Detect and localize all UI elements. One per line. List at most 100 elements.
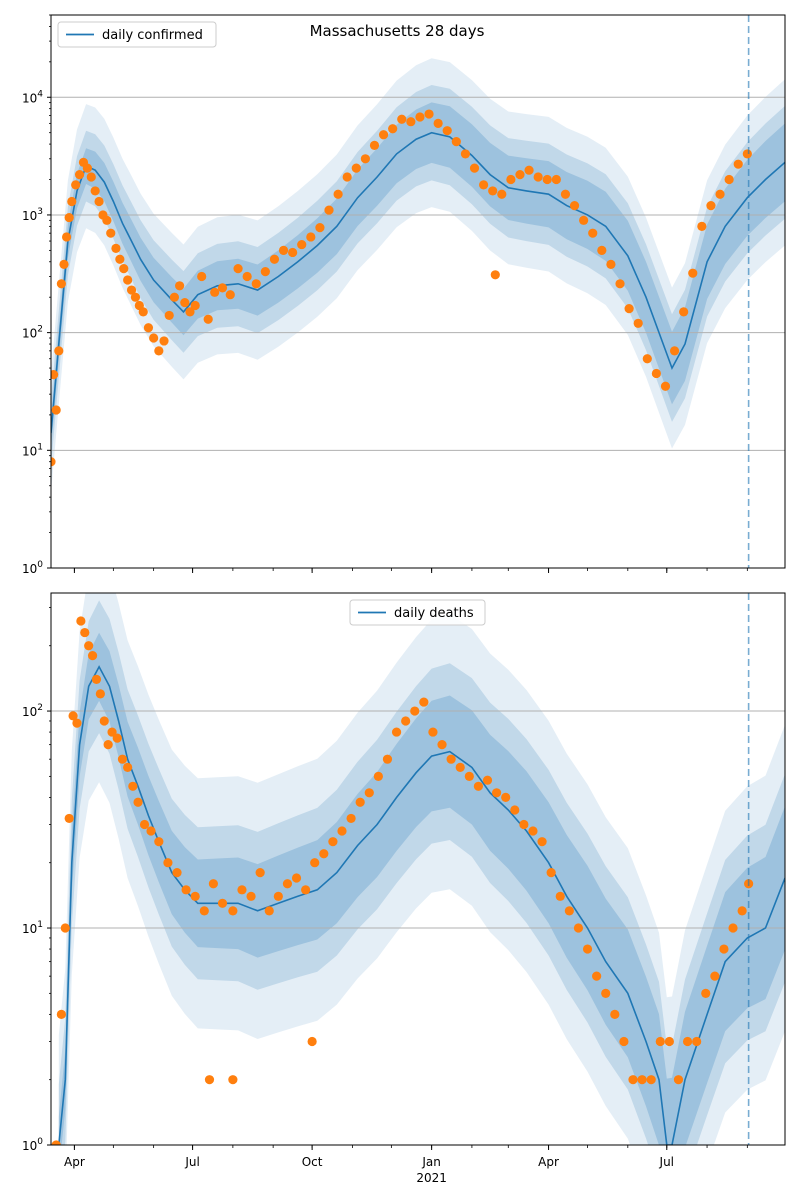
uncertainty-band-2 <box>58 632 785 1145</box>
data-point <box>76 616 86 626</box>
data-point <box>501 792 511 802</box>
data-point <box>86 172 96 182</box>
data-point <box>123 275 133 285</box>
data-point <box>71 180 81 190</box>
data-point <box>360 154 370 164</box>
data-point <box>112 733 122 743</box>
legend: daily deaths <box>349 599 486 626</box>
data-point <box>199 906 209 916</box>
data-point <box>169 292 180 302</box>
data-point <box>564 906 574 916</box>
data-point <box>446 754 456 764</box>
data-point <box>606 259 616 269</box>
data-point <box>175 281 185 291</box>
data-point <box>560 189 571 199</box>
data-point <box>551 174 561 185</box>
y-tick-label: 100 <box>22 560 43 576</box>
data-point <box>133 797 143 807</box>
data-point <box>64 212 74 223</box>
data-point <box>301 885 311 895</box>
data-point <box>64 813 74 824</box>
data-point <box>237 885 247 895</box>
data-point <box>542 174 552 185</box>
data-point <box>555 891 565 901</box>
data-point <box>433 118 443 128</box>
data-point <box>106 228 116 238</box>
data-point <box>706 201 716 211</box>
data-point <box>90 186 100 196</box>
data-point <box>282 879 293 889</box>
data-point <box>524 165 534 175</box>
data-point <box>87 651 98 661</box>
data-point <box>242 271 252 282</box>
data-point <box>146 826 156 836</box>
data-point <box>419 697 429 707</box>
data-point <box>491 788 502 798</box>
uncertainty-band-1 <box>51 85 785 466</box>
deaths-chart-panel: 100 101 102 Apr Jul Oct Jan Apr Jul 2021 daily dea… <box>22 592 786 1185</box>
data-point <box>715 189 725 199</box>
data-point <box>255 868 265 878</box>
data-point <box>728 923 738 933</box>
data-point <box>315 223 325 233</box>
data-point <box>742 149 752 159</box>
data-point <box>373 771 383 781</box>
data-point <box>415 112 425 122</box>
data-point <box>582 944 593 954</box>
y-tick-label: 104 <box>22 89 43 105</box>
data-point <box>228 1075 238 1085</box>
data-point <box>437 740 447 750</box>
data-point <box>328 837 338 847</box>
data-point <box>619 1036 629 1047</box>
data-point <box>533 172 543 182</box>
data-point <box>682 1036 693 1047</box>
data-point <box>424 109 434 119</box>
data-point <box>333 189 343 199</box>
data-point <box>369 140 380 150</box>
data-point <box>291 873 302 883</box>
data-point <box>115 254 125 264</box>
data-point <box>99 716 109 726</box>
data-point <box>460 149 471 159</box>
data-point <box>225 290 235 300</box>
data-point <box>149 333 159 343</box>
data-point <box>117 754 128 764</box>
x-tick-label: Jul <box>184 1155 199 1169</box>
y-tick-label: 102 <box>22 703 43 719</box>
uncertainty-band-0 <box>51 58 785 493</box>
data-point <box>733 159 743 169</box>
data-point <box>208 879 218 889</box>
data-point <box>397 114 407 124</box>
data-point <box>673 1075 684 1085</box>
data-point <box>442 126 452 136</box>
data-point <box>82 163 92 173</box>
series-line <box>51 131 785 434</box>
data-point <box>111 243 121 253</box>
data-point <box>84 641 94 651</box>
data-point <box>190 891 200 901</box>
data-point <box>54 346 64 356</box>
data-point <box>506 174 516 185</box>
data-point <box>469 163 480 173</box>
y-tick-label: 102 <box>22 325 43 341</box>
data-point <box>669 346 680 356</box>
data-point <box>107 727 117 737</box>
confirmed-chart-panel: 100 101 102 103 104 daily confirmed <box>22 14 786 576</box>
data-point <box>592 971 602 981</box>
data-point <box>688 268 698 278</box>
data-point <box>737 906 747 916</box>
data-point <box>497 189 507 199</box>
data-point <box>51 405 61 415</box>
data-point <box>510 805 520 815</box>
data-point <box>233 264 243 274</box>
plot-area <box>51 15 785 568</box>
axes-frame <box>50 14 786 569</box>
data-point <box>324 205 334 215</box>
data-point <box>154 837 164 847</box>
data-point <box>172 868 182 878</box>
data-point <box>180 297 190 308</box>
x-year-label: 2021 <box>416 1171 447 1185</box>
data-point <box>724 174 734 185</box>
data-point <box>61 232 72 242</box>
data-point <box>260 267 270 277</box>
